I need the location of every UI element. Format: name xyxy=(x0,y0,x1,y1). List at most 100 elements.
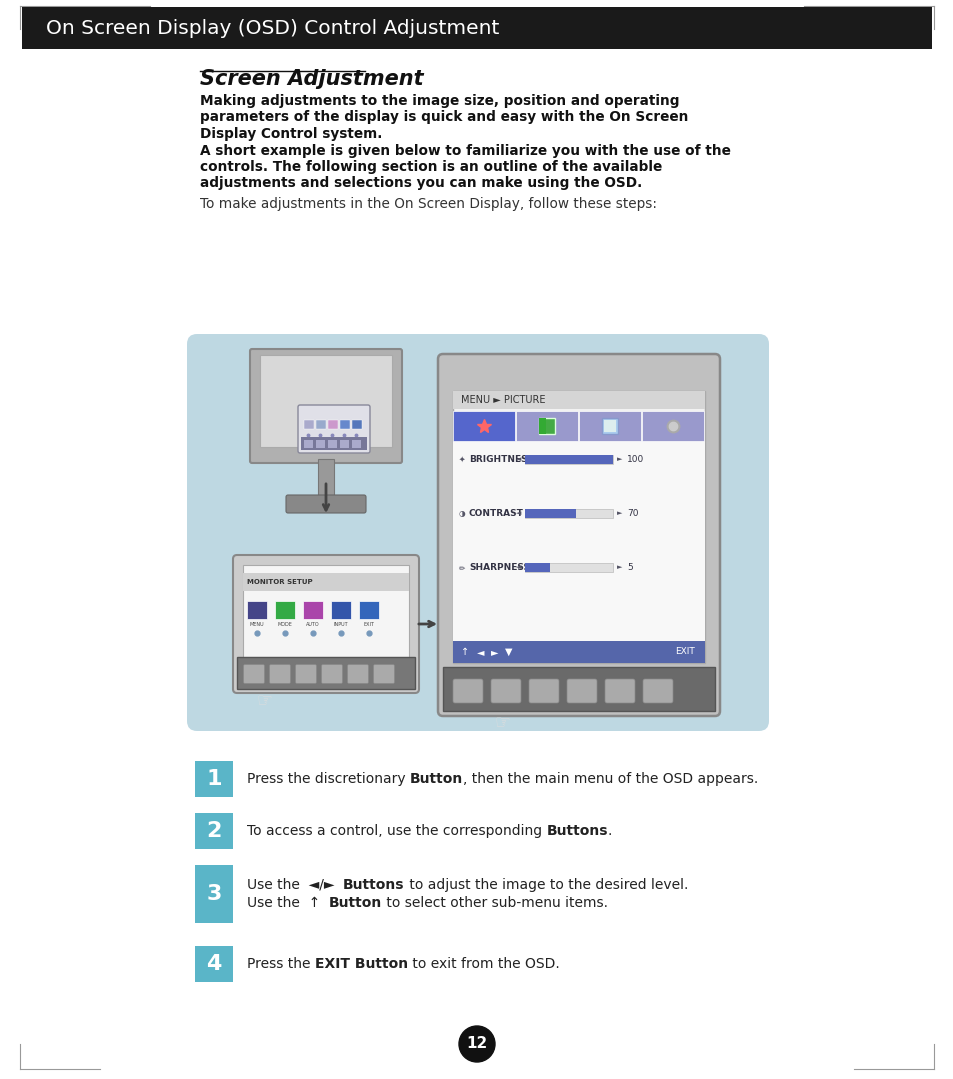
Bar xyxy=(524,454,613,464)
Bar xyxy=(453,641,704,663)
FancyBboxPatch shape xyxy=(295,665,316,683)
Bar xyxy=(304,440,313,448)
Text: 2: 2 xyxy=(206,821,221,841)
Bar xyxy=(524,454,613,464)
FancyBboxPatch shape xyxy=(347,665,368,683)
Text: 1: 1 xyxy=(206,769,221,789)
Bar xyxy=(194,812,233,849)
FancyBboxPatch shape xyxy=(453,679,482,704)
Text: ↑: ↑ xyxy=(460,647,469,657)
Text: ►: ► xyxy=(617,456,621,462)
Text: parameters of the display is quick and easy with the On Screen: parameters of the display is quick and e… xyxy=(200,110,688,124)
Text: 5: 5 xyxy=(626,563,632,572)
Text: ☞: ☞ xyxy=(256,691,273,709)
Bar xyxy=(315,440,325,448)
Bar xyxy=(194,761,233,797)
Text: ◄: ◄ xyxy=(515,510,520,516)
Text: To access a control, use the corresponding: To access a control, use the correspondi… xyxy=(247,824,546,838)
Text: to exit from the OSD.: to exit from the OSD. xyxy=(408,957,559,971)
Text: Use the  ↑: Use the ↑ xyxy=(247,896,329,910)
Text: To make adjustments in the On Screen Display, follow these steps:: To make adjustments in the On Screen Dis… xyxy=(200,197,657,211)
FancyBboxPatch shape xyxy=(604,679,635,704)
Bar xyxy=(352,420,361,429)
Text: ✏: ✏ xyxy=(458,563,465,572)
Text: EXIT: EXIT xyxy=(363,622,375,627)
Text: 4: 4 xyxy=(206,954,221,974)
Bar xyxy=(301,437,367,450)
Bar xyxy=(194,946,233,982)
FancyBboxPatch shape xyxy=(269,665,291,683)
Text: ☞: ☞ xyxy=(495,713,511,730)
Text: Press the discretionary: Press the discretionary xyxy=(247,771,410,786)
FancyBboxPatch shape xyxy=(491,679,520,704)
Text: controls. The following section is an outline of the available: controls. The following section is an ou… xyxy=(200,160,661,174)
Text: Screen Adjustment: Screen Adjustment xyxy=(200,69,423,88)
Text: BRIGHTNESS: BRIGHTNESS xyxy=(469,454,533,464)
Text: Use the  ◄/►: Use the ◄/► xyxy=(247,878,343,892)
Bar xyxy=(453,391,704,409)
Bar xyxy=(601,418,618,434)
Bar xyxy=(524,563,549,572)
Text: MONITOR SETUP: MONITOR SETUP xyxy=(247,579,313,585)
Text: 70: 70 xyxy=(626,509,638,518)
Text: 3: 3 xyxy=(206,884,221,904)
Text: ▼: ▼ xyxy=(505,647,512,657)
FancyBboxPatch shape xyxy=(250,349,401,463)
FancyBboxPatch shape xyxy=(437,354,720,716)
FancyBboxPatch shape xyxy=(374,665,395,683)
Bar xyxy=(317,459,334,498)
Text: Button: Button xyxy=(410,771,463,786)
FancyBboxPatch shape xyxy=(243,665,264,683)
Text: 12: 12 xyxy=(466,1037,487,1052)
Bar xyxy=(260,355,392,447)
Text: ►: ► xyxy=(491,647,498,657)
Text: Button: Button xyxy=(329,896,382,910)
FancyBboxPatch shape xyxy=(566,679,597,704)
Text: On Screen Display (OSD) Control Adjustment: On Screen Display (OSD) Control Adjustme… xyxy=(46,18,498,38)
FancyBboxPatch shape xyxy=(233,555,418,693)
Bar xyxy=(538,418,555,434)
Bar xyxy=(194,865,233,923)
Text: Buttons: Buttons xyxy=(546,824,607,838)
Bar xyxy=(358,601,378,619)
Bar xyxy=(453,441,704,641)
Bar xyxy=(304,420,314,429)
Text: Press the: Press the xyxy=(247,957,314,971)
FancyBboxPatch shape xyxy=(187,334,768,730)
FancyBboxPatch shape xyxy=(297,405,370,453)
Bar xyxy=(331,601,351,619)
Text: CONTRAST: CONTRAST xyxy=(469,509,523,518)
Text: adjustments and selections you can make using the OSD.: adjustments and selections you can make … xyxy=(200,177,641,191)
Text: A short example is given below to familiarize you with the use of the: A short example is given below to famili… xyxy=(200,144,730,158)
Text: , then the main menu of the OSD appears.: , then the main menu of the OSD appears. xyxy=(463,771,758,786)
Bar xyxy=(247,601,267,619)
Bar xyxy=(453,411,515,441)
Bar xyxy=(603,420,616,432)
Bar xyxy=(524,563,613,572)
Text: Buttons: Buttons xyxy=(343,878,404,892)
Circle shape xyxy=(458,1026,495,1062)
Bar xyxy=(524,509,576,518)
Bar xyxy=(315,420,326,429)
Bar xyxy=(303,601,323,619)
Bar xyxy=(538,418,545,434)
Text: ◄: ◄ xyxy=(476,647,484,657)
Bar xyxy=(243,573,409,591)
Bar xyxy=(442,667,714,711)
Text: 100: 100 xyxy=(626,454,643,464)
FancyBboxPatch shape xyxy=(529,679,558,704)
Text: ►: ► xyxy=(617,564,621,571)
Text: ◑: ◑ xyxy=(458,509,465,518)
Bar xyxy=(339,440,349,448)
Text: MENU: MENU xyxy=(250,622,264,627)
Bar xyxy=(524,509,613,518)
FancyBboxPatch shape xyxy=(22,6,931,49)
Text: ►: ► xyxy=(617,510,621,516)
FancyBboxPatch shape xyxy=(321,665,342,683)
Text: AUTO: AUTO xyxy=(306,622,319,627)
Text: ◄: ◄ xyxy=(515,456,520,462)
FancyBboxPatch shape xyxy=(286,495,366,513)
Text: to adjust the image to the desired level.: to adjust the image to the desired level… xyxy=(404,878,687,892)
Bar xyxy=(352,440,360,448)
Text: .: . xyxy=(607,824,612,838)
